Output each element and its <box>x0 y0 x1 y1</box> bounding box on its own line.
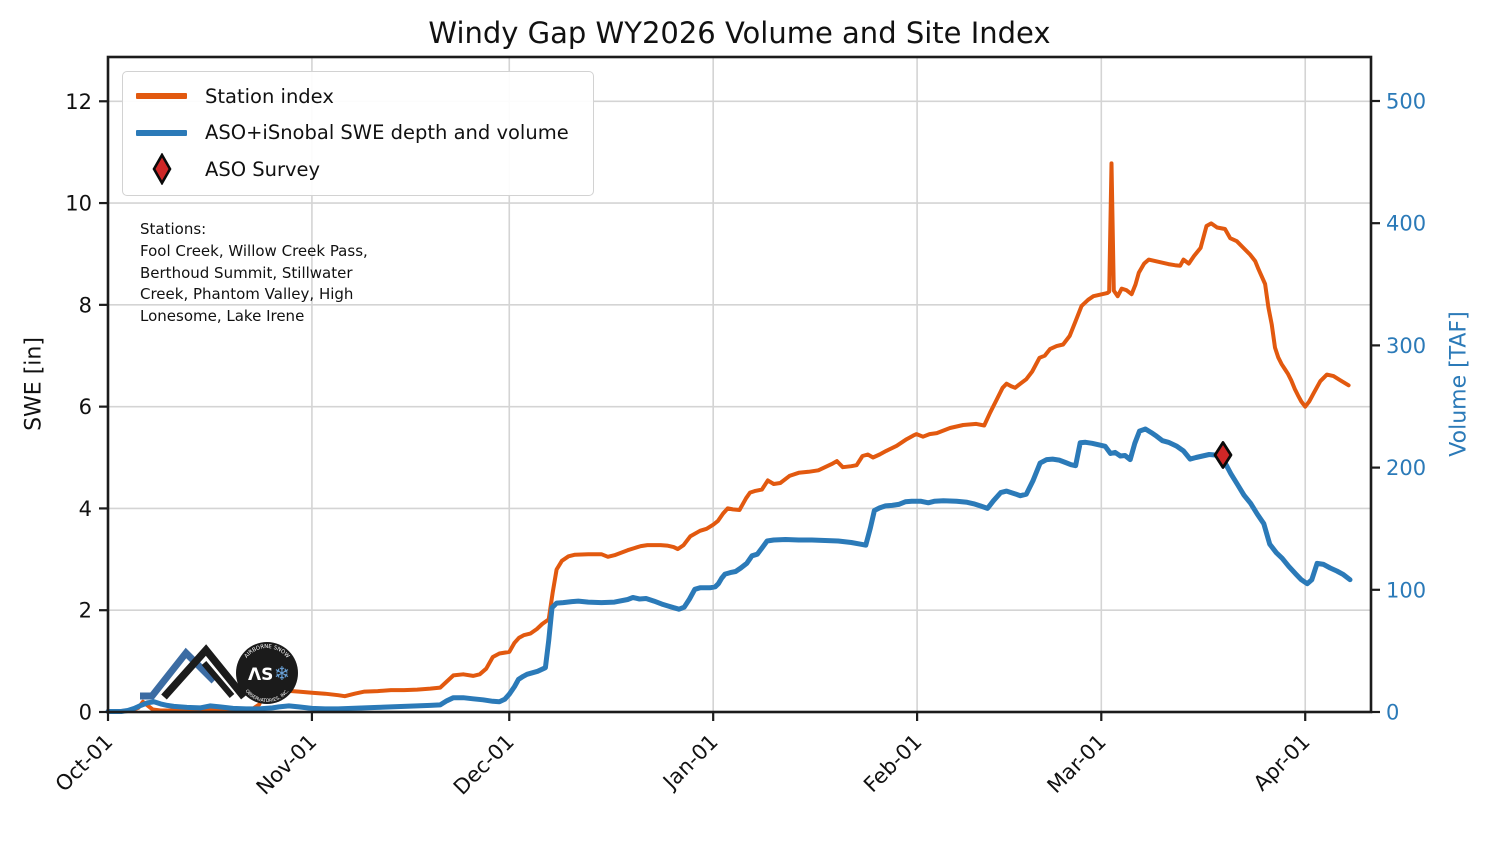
aso-logo: AIRBORNE SNOW OBSERVATORIES, INC. ΛS ❄ <box>140 642 298 704</box>
logo-circle <box>236 642 298 704</box>
aso-survey-marker <box>1213 441 1233 469</box>
x-tick-label: Nov-01 <box>252 730 322 800</box>
right-tick-label: 500 <box>1386 89 1426 113</box>
right-tick-label: 400 <box>1386 212 1426 236</box>
x-tick-label: Feb-01 <box>859 730 927 798</box>
left-tick-label: 2 <box>79 599 92 623</box>
right-tick-label: 300 <box>1386 334 1426 358</box>
station-index-line <box>106 161 1351 713</box>
annotation-line: Stations: <box>140 220 207 238</box>
x-tick-label: Dec-01 <box>449 730 519 800</box>
x-tick-label: Oct-01 <box>51 730 118 797</box>
left-tick-label: 6 <box>79 395 92 419</box>
legend-item-station-index: Station index <box>123 78 593 115</box>
right-tick-label: 200 <box>1386 456 1426 480</box>
blue-line-icon <box>136 129 187 136</box>
chart-title: Windy Gap WY2026 Volume and Site Index <box>428 16 1051 50</box>
station-index-line-swatch <box>136 93 187 100</box>
right-tick-label: 100 <box>1386 578 1426 602</box>
annotation-line: Creek, Phantom Valley, High <box>140 285 354 304</box>
legend-item-aso-survey: ASO Survey <box>123 151 593 188</box>
legend-item-label: Station index <box>205 84 334 108</box>
logo-as-text: ΛS <box>248 665 273 685</box>
x-tick-label: Jan-01 <box>657 730 723 796</box>
aso-isnobal-line-swatch <box>136 129 187 136</box>
stations-annotation: Stations: Fool Creek, Willow Creek Pass,… <box>140 219 368 328</box>
legend: Station index ASO+iSnobal SWE depth and … <box>122 71 594 196</box>
logo-mountain-ridge-icon <box>201 661 235 698</box>
right-tick-label: 0 <box>1386 701 1399 725</box>
orange-line-icon <box>136 93 187 100</box>
x-tick-label: Mar-01 <box>1043 730 1111 798</box>
x-tick-label: Apr-01 <box>1249 730 1315 796</box>
legend-item-label: ASO Survey <box>205 157 321 181</box>
annotation-line: Fool Creek, Willow Creek Pass, <box>140 241 368 260</box>
annotation-line: Lonesome, Lake Irene <box>140 307 305 326</box>
left-tick-label: 4 <box>79 497 92 521</box>
left-tick-label: 0 <box>79 701 92 725</box>
logo-blue-mountain-icon <box>140 647 217 700</box>
left-tick-label: 8 <box>79 293 92 317</box>
diamond-icon <box>152 153 171 186</box>
left-tick-label: 10 <box>65 192 92 216</box>
plot-border <box>106 55 1373 714</box>
right-axis-label: Volume [TAF] <box>1446 311 1472 457</box>
legend-item-label: ASO+iSnobal SWE depth and volume <box>205 121 569 145</box>
left-tick-label: 12 <box>65 90 92 114</box>
left-axis-label: SWE [in] <box>21 337 47 431</box>
logo-black-mountain-icon <box>161 644 247 700</box>
aso-isnobal-line <box>105 426 1353 714</box>
legend-item-aso-isnobal: ASO+iSnobal SWE depth and volume <box>123 115 593 152</box>
aso-survey-diamond-swatch <box>136 153 187 186</box>
snowflake-icon: ❄ <box>274 663 290 685</box>
annotation-line: Berthoud Summit, Stillwater <box>140 263 353 282</box>
